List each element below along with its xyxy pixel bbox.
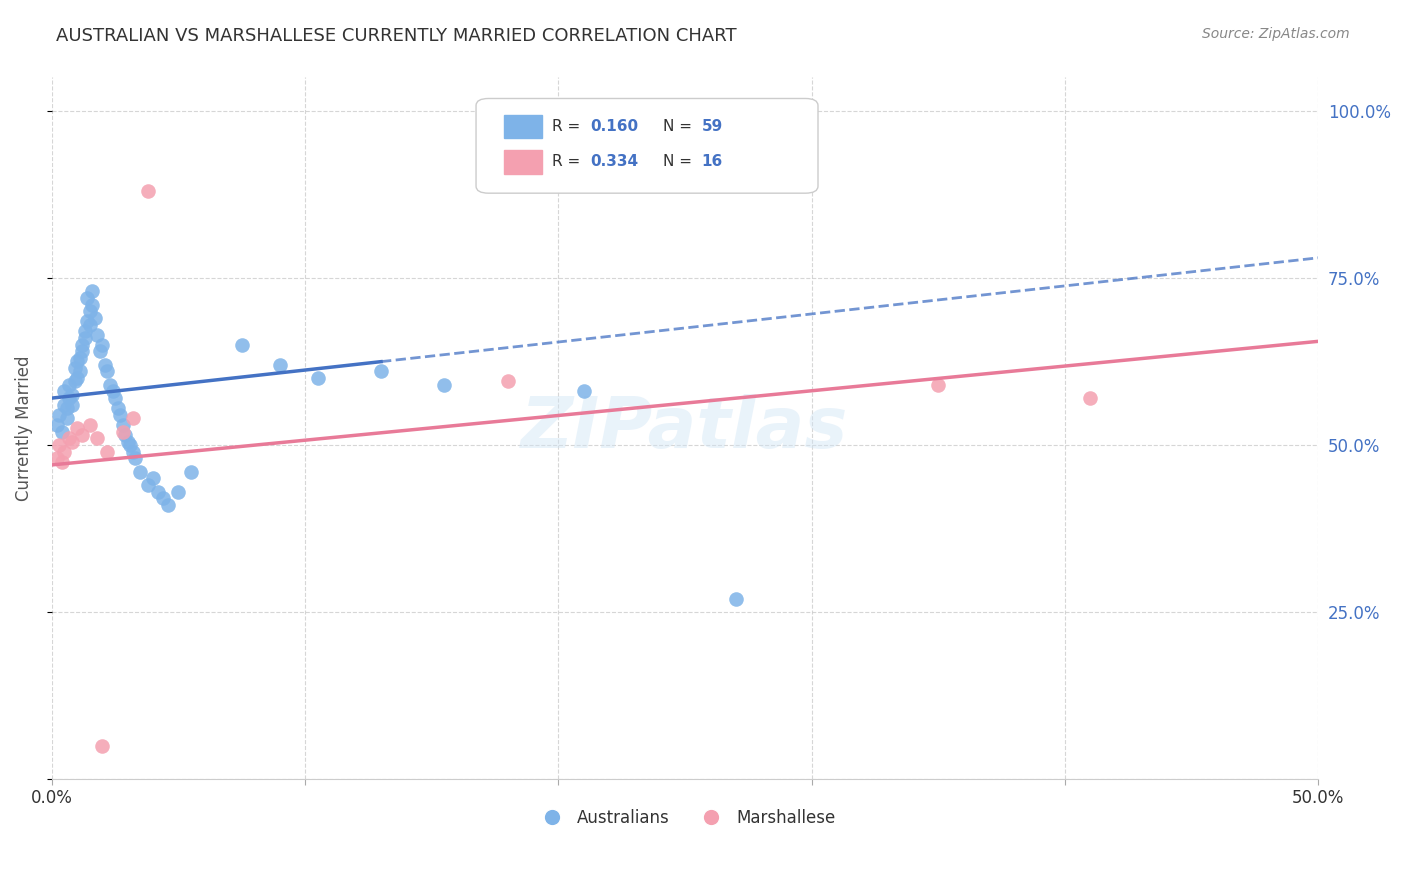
- Point: [58, 431, 80, 445]
- Text: Source: ZipAtlas.com: Source: ZipAtlas.com: [1202, 27, 1350, 41]
- Point: [117, 434, 139, 449]
- Point: [180, 465, 202, 479]
- Point: [79, 304, 101, 318]
- Text: N =: N =: [664, 119, 697, 134]
- Point: [79, 417, 101, 432]
- Point: [82, 297, 104, 311]
- Point: [108, 408, 131, 422]
- Point: [45, 417, 67, 432]
- Point: [107, 401, 129, 416]
- Point: [98, 377, 121, 392]
- Text: 16: 16: [702, 154, 723, 169]
- Point: [69, 364, 91, 378]
- Point: [111, 425, 134, 439]
- Point: [94, 358, 117, 372]
- Point: [724, 591, 747, 606]
- Point: [152, 491, 174, 506]
- Y-axis label: Currently Married: Currently Married: [15, 355, 32, 501]
- Point: [60, 434, 83, 449]
- Point: [104, 391, 127, 405]
- Point: [53, 384, 76, 399]
- Point: [111, 417, 134, 432]
- Point: [63, 375, 86, 389]
- Point: [91, 337, 114, 351]
- Point: [496, 375, 519, 389]
- Point: [129, 465, 152, 479]
- Point: [433, 377, 456, 392]
- Point: [56, 401, 79, 416]
- Text: R =: R =: [553, 154, 585, 169]
- Point: [89, 344, 111, 359]
- Point: [1078, 391, 1101, 405]
- Point: [121, 411, 143, 425]
- Point: [53, 444, 76, 458]
- Point: [142, 471, 165, 485]
- Point: [45, 451, 67, 466]
- Point: [121, 444, 143, 458]
- Text: N =: N =: [664, 154, 697, 169]
- Point: [167, 484, 190, 499]
- Point: [86, 431, 108, 445]
- Point: [120, 438, 142, 452]
- Point: [70, 428, 93, 442]
- Point: [114, 428, 136, 442]
- Point: [572, 384, 595, 399]
- Point: [157, 498, 180, 512]
- Point: [48, 408, 70, 422]
- Text: 59: 59: [702, 119, 723, 134]
- Text: R =: R =: [553, 119, 585, 134]
- Point: [58, 377, 80, 392]
- Point: [927, 377, 949, 392]
- Legend: Australians, Marshallese: Australians, Marshallese: [529, 803, 842, 834]
- Point: [76, 314, 98, 328]
- Point: [136, 184, 159, 198]
- Point: [66, 354, 89, 368]
- Point: [73, 324, 96, 338]
- Point: [70, 337, 93, 351]
- Point: [101, 384, 124, 399]
- Point: [56, 411, 79, 425]
- Point: [307, 371, 329, 385]
- Text: AUSTRALIAN VS MARSHALLESE CURRENTLY MARRIED CORRELATION CHART: AUSTRALIAN VS MARSHALLESE CURRENTLY MARR…: [56, 27, 737, 45]
- Point: [70, 344, 93, 359]
- Point: [96, 364, 118, 378]
- Point: [48, 438, 70, 452]
- Point: [51, 425, 73, 439]
- Point: [91, 739, 114, 753]
- Point: [124, 451, 146, 466]
- Point: [136, 478, 159, 492]
- Bar: [503, 115, 541, 138]
- Point: [53, 398, 76, 412]
- Point: [66, 371, 89, 385]
- Point: [63, 361, 86, 376]
- Point: [51, 454, 73, 468]
- Bar: [503, 151, 541, 174]
- Point: [146, 484, 169, 499]
- FancyBboxPatch shape: [477, 98, 818, 194]
- Point: [83, 310, 105, 325]
- Point: [73, 331, 96, 345]
- Point: [82, 284, 104, 298]
- Point: [60, 388, 83, 402]
- Text: 0.334: 0.334: [591, 154, 638, 169]
- Point: [60, 398, 83, 412]
- Text: 0.160: 0.160: [591, 119, 638, 134]
- Text: ZIPatlas: ZIPatlas: [522, 393, 849, 463]
- Point: [269, 358, 291, 372]
- Point: [370, 364, 392, 378]
- Point: [79, 318, 101, 332]
- Point: [86, 327, 108, 342]
- Point: [58, 391, 80, 405]
- Point: [66, 421, 89, 435]
- Point: [96, 444, 118, 458]
- Point: [76, 291, 98, 305]
- Point: [231, 337, 253, 351]
- Point: [69, 351, 91, 365]
